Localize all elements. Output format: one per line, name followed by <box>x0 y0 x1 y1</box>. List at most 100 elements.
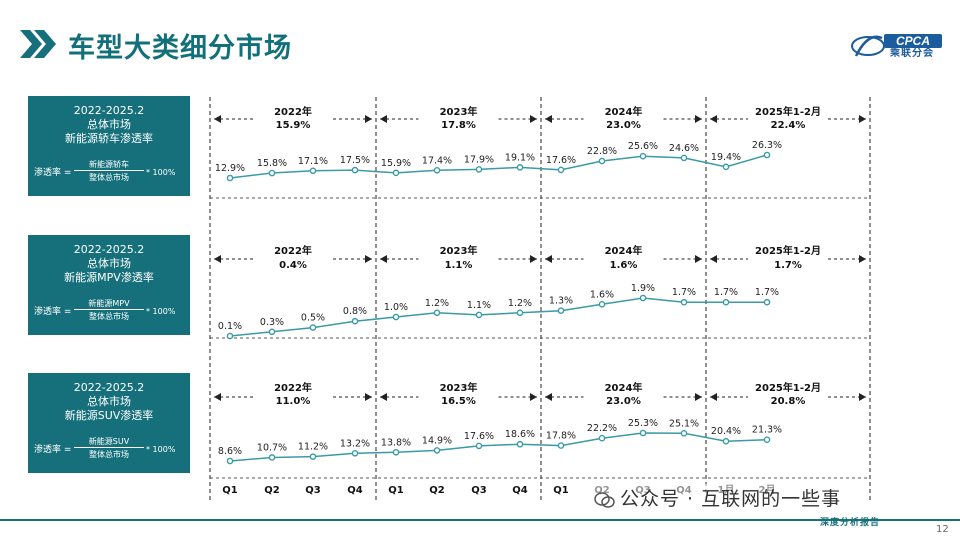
info-box-mpv: 2022-2025.2 总体市场 新能源MPV渗透率 渗透率 = 新能源MPV … <box>28 235 190 335</box>
data-point <box>516 309 524 317</box>
data-point <box>351 317 359 325</box>
fraction-bar <box>74 309 144 310</box>
info-period: 2022-2025.2 <box>73 104 145 117</box>
segment-year-label: 2025年1-2月 <box>755 105 821 118</box>
series-line <box>229 432 768 462</box>
data-point <box>598 434 606 442</box>
data-point <box>433 447 441 454</box>
data-point <box>763 298 771 306</box>
formula-label: 渗透率 = <box>34 307 72 317</box>
formula-numerator: 新能源MPV <box>88 299 130 308</box>
data-label: 13.8% <box>381 437 411 448</box>
data-point <box>309 324 317 331</box>
segment-value-label: 0.4% <box>279 260 307 271</box>
info-period: 2022-2025.2 <box>73 243 145 256</box>
data-label: 1.2% <box>425 298 449 309</box>
segment-value-label: 23.0% <box>606 396 641 407</box>
info-box-sedan: 2022-2025.2 总体市场 新能源轿车渗透率 渗透率 = 新能源轿车 整体… <box>28 96 190 196</box>
arrowhead-left <box>214 115 221 123</box>
segment-value-label: 11.0% <box>276 396 311 407</box>
data-point <box>268 328 276 336</box>
arrowhead-left <box>710 255 717 263</box>
formula: 渗透率 = 新能源轿车 整体总市场 * 100% <box>34 156 186 188</box>
data-label: 17.6% <box>464 431 494 442</box>
x-tick-label: Q1 <box>222 485 238 496</box>
data-point <box>639 152 647 160</box>
series-line <box>229 297 767 337</box>
segment-year-label: 2024年 <box>605 105 643 118</box>
data-label: 24.6% <box>669 143 699 154</box>
data-point <box>475 442 483 450</box>
info-line2: 新能源MPV渗透率 <box>64 271 154 284</box>
segment-year-label: 2025年1-2月 <box>755 381 821 394</box>
data-label: 1.7% <box>672 287 696 298</box>
arrowhead-left <box>710 393 717 401</box>
fraction-bar <box>74 447 144 448</box>
formula-denominator: 整体总市场 <box>89 173 129 182</box>
data-point <box>516 440 524 448</box>
segment-year-label: 2022年 <box>274 105 312 118</box>
fraction-bar <box>74 170 144 171</box>
arrowhead-right <box>530 255 537 263</box>
data-label: 0.5% <box>301 313 325 324</box>
watermark-text: 公众号 · 互联网的一些事 <box>620 488 842 510</box>
data-label: 22.8% <box>587 146 617 157</box>
segment-year-label: 2025年1-2月 <box>755 244 821 257</box>
formula-label: 渗透率 = <box>34 445 72 455</box>
wechat-icon <box>594 491 615 508</box>
data-point <box>309 167 317 175</box>
data-point <box>639 429 647 437</box>
arrowhead-left <box>380 115 387 123</box>
data-point <box>433 166 441 174</box>
data-label: 17.5% <box>340 155 370 166</box>
arrowhead-left <box>545 115 552 123</box>
data-label: 10.7% <box>257 442 287 453</box>
data-label: 12.9% <box>215 163 245 174</box>
data-point <box>557 442 565 449</box>
x-tick-label: Q2 <box>429 485 445 496</box>
watermark: 公众号 · 互联网的一些事 <box>590 484 846 511</box>
data-label: 15.9% <box>381 158 411 169</box>
segment-year-label: 2023年 <box>440 244 478 257</box>
data-point <box>392 448 400 456</box>
data-label: 13.2% <box>340 438 370 449</box>
data-label: 25.6% <box>628 141 658 152</box>
data-label: 20.4% <box>711 426 741 437</box>
x-tick-label: Q3 <box>471 485 487 496</box>
data-point <box>763 436 771 444</box>
data-point <box>680 298 688 306</box>
data-label: 0.1% <box>218 321 242 332</box>
arrowhead-right <box>530 115 537 123</box>
double-chevron-icon <box>20 30 56 58</box>
data-point <box>268 169 276 177</box>
arrowhead-right <box>695 393 702 401</box>
arrowhead-right <box>859 255 866 263</box>
data-label: 1.9% <box>631 283 655 294</box>
data-label: 14.9% <box>422 435 452 446</box>
segment-value-label: 20.8% <box>771 396 806 407</box>
formula-multiplier: * 100% <box>146 445 176 454</box>
data-label: 17.6% <box>546 155 576 166</box>
data-point <box>392 313 400 321</box>
data-label: 22.2% <box>587 423 617 434</box>
data-label: 8.6% <box>218 446 242 457</box>
x-tick-label: Q1 <box>388 485 404 496</box>
logo-text: CPCA <box>896 34 930 48</box>
data-label: 26.3% <box>752 140 782 151</box>
arrowhead-right <box>530 393 537 401</box>
arrowhead-right <box>695 255 702 263</box>
arrowhead-right <box>365 255 372 263</box>
formula-denominator: 整体总市场 <box>89 312 129 321</box>
segment-year-label: 2022年 <box>274 244 312 257</box>
arrowhead-left <box>545 393 552 401</box>
data-label: 18.6% <box>505 429 535 440</box>
segment-value-label: 16.5% <box>441 396 476 407</box>
logo-subtext: 乘联分会 <box>890 48 934 59</box>
data-label: 17.1% <box>298 156 328 167</box>
data-label: 1.7% <box>755 287 779 298</box>
x-tick-label: Q1 <box>553 485 569 496</box>
formula-multiplier: * 100% <box>146 168 176 177</box>
data-label: 1.6% <box>590 289 614 300</box>
data-label: 17.8% <box>546 431 576 442</box>
formula: 渗透率 = 新能源SUV 整体总市场 * 100% <box>34 433 186 465</box>
